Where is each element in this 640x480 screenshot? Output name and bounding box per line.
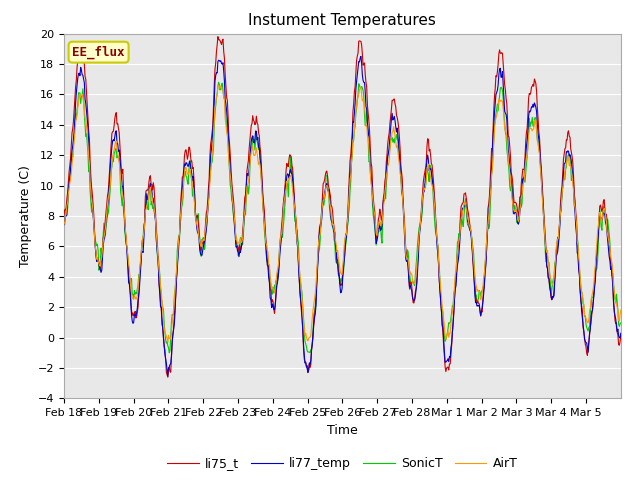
- Line: AirT: AirT: [64, 85, 621, 342]
- li75_t: [125, 278, 133, 284]
- Text: EE_flux: EE_flux: [72, 46, 125, 59]
- Y-axis label: Temperature (C): Temperature (C): [19, 165, 32, 267]
- li75_t: [401, 236, 409, 242]
- AirT: [229, 203, 237, 208]
- li77_temp: [256, 156, 264, 162]
- li75_t: [257, 150, 264, 156]
- SonicT: [617, 320, 625, 325]
- li77_temp: [617, 330, 625, 336]
- li77_temp: [228, 197, 236, 203]
- AirT: [401, 238, 409, 244]
- SonicT: [278, 232, 285, 238]
- SonicT: [229, 210, 237, 216]
- AirT: [60, 221, 68, 227]
- li77_temp: [357, 53, 365, 59]
- AirT: [125, 265, 133, 271]
- X-axis label: Time: Time: [327, 424, 358, 437]
- AirT: [164, 339, 172, 345]
- li75_t: [164, 374, 172, 380]
- SonicT: [401, 240, 409, 246]
- Legend: li75_t, li77_temp, SonicT, AirT: li75_t, li77_temp, SonicT, AirT: [163, 452, 522, 475]
- AirT: [257, 168, 264, 174]
- AirT: [617, 307, 625, 313]
- li77_temp: [125, 281, 133, 287]
- li75_t: [617, 333, 625, 338]
- li77_temp: [164, 372, 172, 378]
- Line: li75_t: li75_t: [64, 36, 621, 377]
- AirT: [215, 83, 223, 88]
- li75_t: [278, 223, 285, 228]
- AirT: [278, 230, 285, 236]
- SonicT: [165, 350, 173, 356]
- Line: SonicT: SonicT: [64, 82, 621, 353]
- li77_temp: [277, 239, 285, 245]
- li77_temp: [401, 246, 409, 252]
- li75_t: [229, 193, 237, 199]
- Title: Instument Temperatures: Instument Temperatures: [248, 13, 436, 28]
- li75_t: [214, 34, 221, 39]
- SonicT: [257, 161, 264, 167]
- AirT: [433, 230, 440, 236]
- SonicT: [125, 280, 133, 286]
- li75_t: [433, 228, 440, 234]
- SonicT: [60, 221, 68, 227]
- li75_t: [60, 213, 68, 218]
- li77_temp: [433, 232, 440, 238]
- SonicT: [215, 79, 223, 85]
- Line: li77_temp: li77_temp: [64, 56, 621, 375]
- li77_temp: [60, 222, 68, 228]
- SonicT: [433, 233, 440, 239]
